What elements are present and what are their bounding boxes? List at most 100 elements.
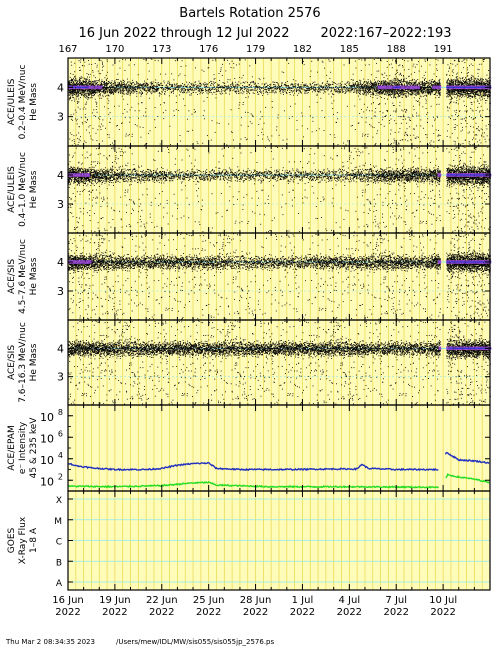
- scatter-point: [420, 125, 422, 127]
- scatter-point: [110, 82, 112, 84]
- scatter-point: [363, 94, 364, 96]
- scatter-point: [82, 84, 84, 86]
- scatter-point: [358, 88, 360, 90]
- scatter-point: [112, 142, 114, 144]
- scatter-point: [299, 90, 301, 92]
- scatter-point: [118, 84, 120, 86]
- scatter-point: [84, 82, 86, 83]
- scatter-point: [315, 84, 317, 86]
- scatter-point: [268, 90, 270, 92]
- scatter-point: [125, 88, 127, 90]
- scatter-point: [94, 80, 96, 82]
- scatter-point: [412, 65, 414, 67]
- scatter-point: [92, 95, 94, 97]
- scatter-point: [362, 133, 364, 135]
- scatter-point: [309, 115, 311, 117]
- scatter-point: [137, 86, 139, 88]
- scatter-point: [123, 83, 125, 85]
- scatter-point: [76, 118, 78, 120]
- scatter-point: [84, 85, 86, 86]
- scatter-point: [225, 92, 227, 94]
- scatter-point: [235, 90, 237, 92]
- scatter-point: [95, 84, 97, 86]
- scatter-point: [112, 87, 114, 89]
- scatter-point: [230, 67, 232, 68]
- scatter-point: [97, 95, 99, 97]
- scatter-point: [338, 92, 340, 94]
- scatter-point: [322, 86, 324, 88]
- scatter-point: [396, 69, 398, 71]
- scatter-point: [194, 111, 196, 112]
- scatter-point: [86, 95, 88, 97]
- scatter-point: [152, 85, 154, 87]
- scatter-point: [377, 80, 379, 82]
- scatter-point: [73, 135, 75, 137]
- scatter-point: [82, 77, 84, 79]
- scatter-point: [79, 90, 81, 92]
- scatter-point: [94, 82, 96, 84]
- scatter-point: [76, 79, 78, 81]
- scatter-point: [74, 80, 76, 82]
- scatter-point: [104, 106, 106, 108]
- scatter-point: [400, 81, 402, 83]
- scatter-point: [337, 144, 339, 146]
- scatter-point: [84, 140, 86, 142]
- scatter-point: [110, 91, 111, 93]
- scatter-point: [83, 84, 85, 86]
- scatter-point: [293, 84, 295, 86]
- scatter-point: [94, 81, 96, 83]
- scatter-point: [398, 81, 400, 83]
- scatter-point: [272, 90, 274, 91]
- scatter-point: [403, 75, 404, 76]
- scatter-point: [88, 91, 90, 93]
- scatter-point: [353, 79, 354, 81]
- scatter-point: [393, 142, 395, 144]
- scatter-point: [70, 82, 72, 84]
- scatter-point: [119, 67, 121, 69]
- scatter-point: [266, 86, 268, 88]
- scatter-point: [100, 129, 102, 130]
- scatter-point: [94, 77, 96, 79]
- scatter-point: [124, 87, 126, 89]
- scatter-point: [112, 85, 114, 87]
- scatter-point: [390, 84, 392, 86]
- scatter-point: [189, 82, 190, 83]
- scatter-point: [218, 84, 220, 86]
- scatter-point: [224, 87, 226, 89]
- scatter-point: [245, 139, 247, 141]
- scatter-point: [403, 116, 405, 118]
- scatter-point: [301, 82, 303, 83]
- scatter-point: [163, 88, 165, 90]
- scatter-point: [294, 86, 296, 88]
- scatter-point: [412, 128, 414, 130]
- scatter-point: [284, 83, 286, 85]
- scatter-point: [203, 70, 205, 72]
- scatter-point: [262, 90, 264, 91]
- scatter-point: [70, 88, 72, 90]
- scatter-point: [165, 73, 167, 75]
- scatter-point: [279, 86, 281, 88]
- scatter-point: [91, 93, 92, 95]
- scatter-point: [144, 88, 146, 89]
- scatter-point: [179, 90, 181, 92]
- scatter-point: [183, 88, 185, 90]
- scatter-point: [393, 97, 395, 99]
- scatter-point: [131, 84, 133, 85]
- scatter-point: [324, 83, 326, 85]
- scatter-point: [247, 88, 249, 90]
- scatter-point: [326, 88, 328, 90]
- scatter-point: [102, 87, 104, 89]
- scatter-point: [388, 120, 390, 121]
- scatter-point: [199, 87, 201, 89]
- scatter-point: [77, 143, 79, 145]
- scatter-point: [295, 87, 297, 89]
- scatter-point: [72, 85, 74, 87]
- scatter-point: [162, 85, 164, 86]
- scatter-point: [227, 81, 229, 83]
- scatter-point: [376, 97, 378, 99]
- scatter-point: [311, 60, 313, 62]
- scatter-point: [324, 116, 326, 118]
- scatter-point: [398, 115, 400, 117]
- scatter-point: [193, 109, 195, 111]
- scatter-point: [328, 87, 330, 89]
